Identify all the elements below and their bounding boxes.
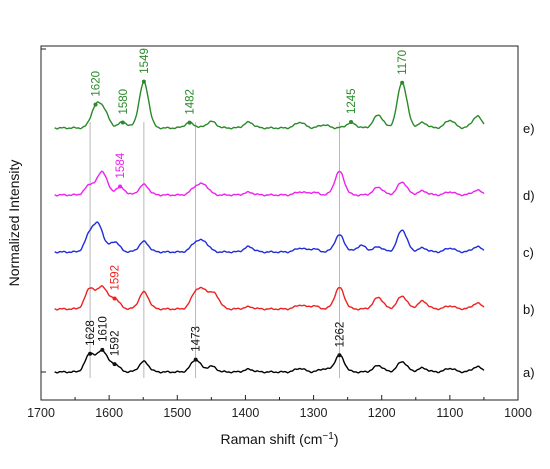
curve-label: c) — [523, 245, 534, 260]
curve-labels: a) b) c) d) e) — [523, 121, 535, 380]
spectrum-d — [54, 170, 485, 197]
peak-marker — [120, 120, 125, 125]
curve-label: a) — [523, 365, 535, 380]
x-tick-label: 1300 — [300, 406, 328, 420]
x-tick-label: 1400 — [232, 406, 260, 420]
curve-label: e) — [523, 121, 535, 136]
peak-label: 1482 — [185, 89, 197, 115]
x-axis-title-superscript: −1 — [322, 431, 334, 442]
peak-marker — [112, 296, 117, 301]
curve-label: d) — [523, 188, 535, 203]
peak-marker — [112, 362, 117, 367]
peak-marker — [349, 119, 354, 124]
peak-marker — [400, 80, 405, 85]
peak-label: 1262 — [334, 322, 346, 348]
peak-marker — [337, 353, 342, 358]
x-axis-title-close: ) — [334, 431, 339, 447]
peak-label: 1592 — [110, 331, 122, 357]
x-tick-label: 1100 — [436, 406, 463, 420]
peak-label: 1584 — [115, 152, 127, 178]
y-axis-title: Normalized Intensity — [6, 160, 22, 287]
x-tick-label: 1600 — [95, 406, 123, 420]
peak-marker — [93, 102, 98, 107]
peak-marker — [88, 351, 93, 356]
x-tick-label: 1000 — [504, 406, 532, 420]
peak-label: 1473 — [191, 326, 203, 352]
x-axis-title: Raman shift (cm−1) — [221, 431, 339, 447]
peak-label: 1245 — [346, 88, 358, 114]
spectra — [54, 81, 485, 374]
x-tick-label: 1700 — [27, 406, 55, 420]
peak-label: 1592 — [110, 265, 122, 291]
spectrum-a — [54, 349, 485, 374]
spectrum-b — [54, 285, 485, 311]
spectrum-c — [54, 221, 485, 254]
peak-label: 1610 — [97, 316, 109, 342]
peak-label: 1170 — [397, 50, 409, 75]
curve-label: b) — [523, 302, 535, 317]
peak-label: 1620 — [90, 71, 102, 97]
peak-marker — [141, 79, 146, 84]
peak-marker — [118, 184, 123, 189]
peak-marker — [187, 120, 192, 125]
spectrum-e — [54, 81, 485, 130]
y-axis-ticks — [41, 48, 46, 373]
x-axis-ticks: 1700 1600 1500 1400 1300 1200 1100 1000 — [27, 395, 532, 420]
peak-marker — [193, 357, 198, 362]
peak-marker — [100, 347, 105, 352]
x-tick-label: 1500 — [163, 406, 191, 420]
x-tick-label: 1200 — [368, 406, 396, 420]
peak-label: 1549 — [139, 48, 151, 74]
reference-lines — [89, 122, 340, 378]
peak-label: 1628 — [85, 320, 97, 346]
peak-label: 1580 — [118, 89, 130, 115]
